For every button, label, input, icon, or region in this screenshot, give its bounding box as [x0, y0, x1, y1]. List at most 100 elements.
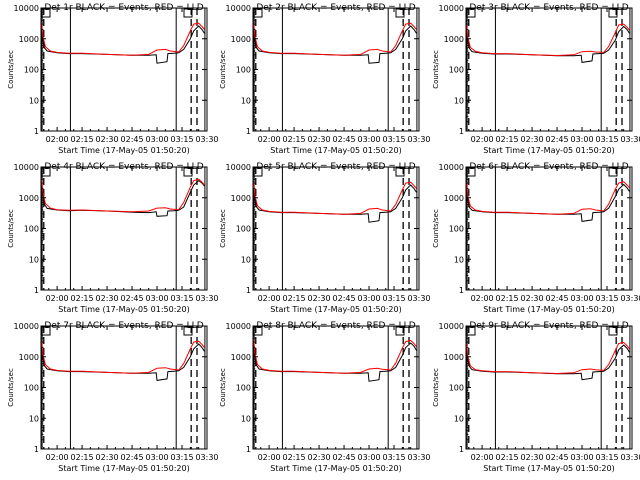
legend-box-right — [183, 326, 193, 336]
x-tick-label: 03:00 — [146, 294, 169, 303]
x-tick-label: 02:15 — [283, 453, 306, 462]
series-line-events — [466, 25, 630, 131]
legend-box-right — [395, 8, 405, 18]
x-tick-label: 02:15 — [71, 453, 94, 462]
y-tick-label: 100 — [24, 384, 39, 393]
x-tick-label: 02:00 — [46, 135, 69, 144]
x-tick-label: 02:30 — [96, 453, 119, 462]
x-tick-label: 02:45 — [333, 294, 356, 303]
x-tick-label: 03:30 — [620, 453, 640, 462]
y-tick-label: 1 — [246, 445, 251, 454]
x-tick-label: 02:45 — [121, 135, 144, 144]
plot-frame — [252, 7, 420, 132]
x-axis-label: Start Time (17-May-05 01:50:20) — [270, 464, 401, 473]
y-tick-label: 10 — [454, 255, 464, 264]
plot-area — [253, 326, 418, 449]
y-tick-label: 1 — [34, 127, 39, 136]
x-axis-label: Start Time (17-May-05 01:50:20) — [483, 146, 614, 155]
x-tick-label: 02:45 — [121, 294, 144, 303]
y-tick-label: 1 — [246, 127, 251, 136]
chart-title: Det 8r BLACK = Events, RED = LLD — [256, 321, 415, 331]
y-tick-label: 1 — [459, 445, 464, 454]
x-tick-label: 03:00 — [358, 135, 381, 144]
x-tick-label: 03:00 — [146, 135, 169, 144]
x-tick-label: 03:00 — [571, 294, 594, 303]
y-axis-label: Counts/sec — [432, 209, 440, 248]
x-axis-label: Start Time (17-May-05 01:50:20) — [58, 305, 189, 314]
x-tick-label: 03:30 — [195, 294, 218, 303]
x-tick-label: 03:30 — [407, 453, 430, 462]
x-axis-label: Start Time (17-May-05 01:50:20) — [483, 305, 614, 314]
x-tick-label: 03:30 — [620, 135, 640, 144]
series-line-events — [466, 183, 630, 290]
series-line-lld — [253, 21, 417, 56]
chart-title: Det 3r BLACK = Events, RED = LLD — [469, 3, 628, 13]
x-tick-label: 02:30 — [308, 453, 331, 462]
x-tick-label: 03:15 — [382, 453, 405, 462]
series-line-lld — [41, 21, 205, 56]
y-tick-label: 10 — [241, 96, 251, 105]
y-axis-label: Counts/sec — [7, 209, 15, 248]
series-line-lld — [253, 338, 417, 374]
x-tick-label: 02:45 — [121, 453, 144, 462]
x-tick-label: 02:30 — [308, 135, 331, 144]
x-tick-label: 02:45 — [546, 453, 569, 462]
plot-frame — [40, 7, 208, 132]
series-line-events — [253, 25, 417, 131]
legend-box-right — [608, 8, 618, 18]
legend-box-right — [183, 8, 193, 18]
y-tick-label: 1000 — [19, 35, 39, 44]
y-tick-label: 100 — [449, 66, 464, 75]
x-tick-label: 02:15 — [283, 294, 306, 303]
plot-frame — [465, 7, 633, 132]
series-line-lld — [466, 23, 630, 57]
x-tick-label: 02:30 — [96, 294, 119, 303]
y-tick-label: 10000 — [226, 4, 251, 13]
y-tick-label: 10000 — [439, 322, 464, 331]
y-tick-label: 100 — [236, 66, 251, 75]
plot-frame — [252, 325, 420, 450]
y-axis-label: Counts/sec — [7, 368, 15, 407]
x-tick-label: 02:00 — [258, 453, 281, 462]
series-line-lld — [466, 181, 630, 215]
x-tick-label: 03:00 — [571, 453, 594, 462]
x-axis-label: Start Time (17-May-05 01:50:20) — [58, 464, 189, 473]
plot-area — [466, 8, 631, 131]
y-tick-label: 1 — [34, 445, 39, 454]
legend-box-right — [608, 167, 618, 177]
plot-frame — [465, 166, 633, 291]
series-line-lld — [253, 180, 417, 215]
x-tick-label: 03:30 — [195, 135, 218, 144]
x-tick-label: 03:00 — [358, 453, 381, 462]
y-tick-label: 1000 — [231, 353, 251, 362]
y-tick-label: 1000 — [231, 35, 251, 44]
x-tick-label: 03:15 — [382, 135, 405, 144]
y-tick-label: 1000 — [19, 194, 39, 203]
y-tick-label: 10 — [454, 96, 464, 105]
series-line-events — [41, 343, 205, 449]
y-tick-label: 10000 — [226, 322, 251, 331]
chart-title: Det 7r BLACK = Events, RED = LLD — [44, 321, 203, 331]
x-axis-label: Start Time (17-May-05 01:50:20) — [483, 464, 614, 473]
x-tick-label: 02:45 — [333, 453, 356, 462]
y-tick-label: 100 — [24, 225, 39, 234]
plot-area — [466, 326, 631, 449]
series-line-events — [41, 25, 205, 131]
series-line-lld — [41, 177, 205, 213]
y-axis-label: Counts/sec — [432, 50, 440, 89]
y-tick-label: 1 — [459, 127, 464, 136]
plot-frame — [252, 166, 420, 291]
x-tick-label: 03:30 — [407, 135, 430, 144]
plot-frame — [465, 325, 633, 450]
y-tick-label: 1000 — [444, 194, 464, 203]
y-tick-label: 1000 — [19, 353, 39, 362]
plot-area — [41, 167, 206, 290]
y-tick-label: 1 — [246, 286, 251, 295]
x-tick-label: 03:15 — [595, 135, 618, 144]
